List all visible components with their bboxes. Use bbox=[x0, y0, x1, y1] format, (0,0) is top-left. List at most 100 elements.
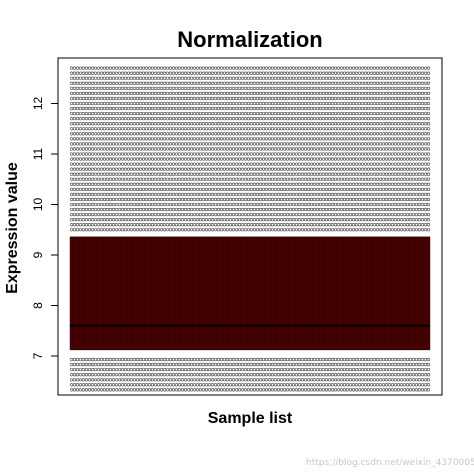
box bbox=[339, 236, 344, 351]
box bbox=[105, 236, 110, 351]
y-tick-label: 12 bbox=[31, 97, 45, 111]
box bbox=[273, 236, 278, 351]
box bbox=[420, 236, 425, 351]
box bbox=[243, 236, 248, 351]
x-axis-label: Sample list bbox=[208, 410, 293, 427]
outlier-row-upper bbox=[69, 112, 431, 116]
outlier-row-lower bbox=[69, 362, 431, 367]
outlier-row-upper bbox=[69, 66, 431, 70]
box bbox=[270, 236, 275, 351]
box bbox=[255, 236, 260, 351]
box bbox=[360, 236, 365, 351]
box bbox=[186, 236, 191, 351]
box bbox=[159, 236, 164, 351]
box bbox=[354, 236, 359, 351]
box bbox=[96, 236, 101, 351]
box bbox=[414, 236, 419, 351]
box bbox=[111, 236, 116, 351]
outlier-row-upper bbox=[69, 207, 431, 212]
box bbox=[78, 236, 83, 351]
outlier-row-upper bbox=[69, 182, 431, 186]
box bbox=[363, 236, 368, 351]
outlier-row-upper bbox=[69, 192, 431, 196]
box bbox=[315, 236, 320, 351]
box bbox=[345, 236, 350, 351]
y-tick-label: 9 bbox=[31, 251, 45, 258]
box bbox=[264, 236, 269, 351]
box bbox=[276, 236, 281, 351]
box bbox=[381, 236, 386, 351]
box bbox=[384, 236, 389, 351]
outlier-row-upper bbox=[69, 218, 431, 222]
outlier-row-lower bbox=[69, 373, 431, 377]
box bbox=[90, 236, 95, 351]
box bbox=[351, 236, 356, 351]
box bbox=[183, 236, 188, 351]
outlier-row-lower bbox=[69, 378, 431, 382]
outlier-row-upper bbox=[69, 152, 431, 156]
box bbox=[228, 236, 233, 351]
box bbox=[213, 236, 218, 351]
box bbox=[393, 236, 398, 351]
box bbox=[396, 236, 401, 351]
box bbox=[408, 236, 413, 351]
box bbox=[399, 236, 404, 351]
outlier-row-upper bbox=[69, 96, 431, 101]
box bbox=[423, 236, 428, 351]
outlier-row-upper bbox=[69, 137, 431, 141]
box bbox=[141, 236, 146, 351]
box bbox=[369, 236, 374, 351]
box bbox=[165, 236, 170, 351]
box bbox=[306, 236, 311, 351]
box bbox=[282, 236, 287, 351]
outlier-row-upper bbox=[69, 147, 431, 151]
box bbox=[303, 236, 308, 351]
box bbox=[285, 236, 290, 351]
watermark: https://blog.csdn.net/weixin_43700050 bbox=[306, 458, 474, 468]
box bbox=[426, 236, 431, 351]
box bbox=[234, 236, 239, 351]
outlier-row-upper bbox=[69, 228, 431, 232]
box bbox=[84, 236, 89, 351]
box bbox=[117, 236, 122, 351]
box bbox=[333, 236, 338, 351]
outlier-row-upper bbox=[69, 177, 431, 181]
box bbox=[375, 236, 380, 351]
box bbox=[138, 236, 143, 351]
box bbox=[372, 236, 377, 351]
box bbox=[93, 236, 98, 351]
box bbox=[258, 236, 263, 351]
y-axis-label: Expression value bbox=[4, 162, 21, 294]
outlier-row-upper bbox=[69, 101, 431, 106]
box bbox=[378, 236, 383, 351]
outlier-row-upper bbox=[69, 132, 431, 136]
box bbox=[195, 236, 200, 351]
box bbox=[309, 236, 314, 351]
box bbox=[318, 236, 323, 351]
outlier-row-upper bbox=[69, 223, 431, 227]
outlier-row-upper bbox=[69, 167, 431, 171]
box bbox=[150, 236, 155, 351]
outlier-row-upper bbox=[69, 162, 431, 166]
outlier-row-upper bbox=[69, 172, 431, 176]
box bbox=[390, 236, 395, 351]
box bbox=[75, 236, 80, 351]
box bbox=[225, 236, 230, 351]
box bbox=[174, 236, 179, 351]
outlier-row-upper bbox=[69, 76, 431, 80]
box bbox=[297, 236, 302, 351]
outlier-row-upper bbox=[69, 202, 431, 207]
box bbox=[132, 236, 137, 351]
box bbox=[177, 236, 182, 351]
box bbox=[357, 236, 362, 351]
box bbox=[336, 236, 341, 351]
box bbox=[81, 236, 86, 351]
outlier-row-upper bbox=[69, 71, 431, 75]
box bbox=[147, 236, 152, 351]
box bbox=[219, 236, 224, 351]
outlier-row-upper bbox=[69, 127, 431, 131]
outlier-row-upper bbox=[69, 213, 431, 217]
box bbox=[405, 236, 410, 351]
box bbox=[291, 236, 296, 351]
